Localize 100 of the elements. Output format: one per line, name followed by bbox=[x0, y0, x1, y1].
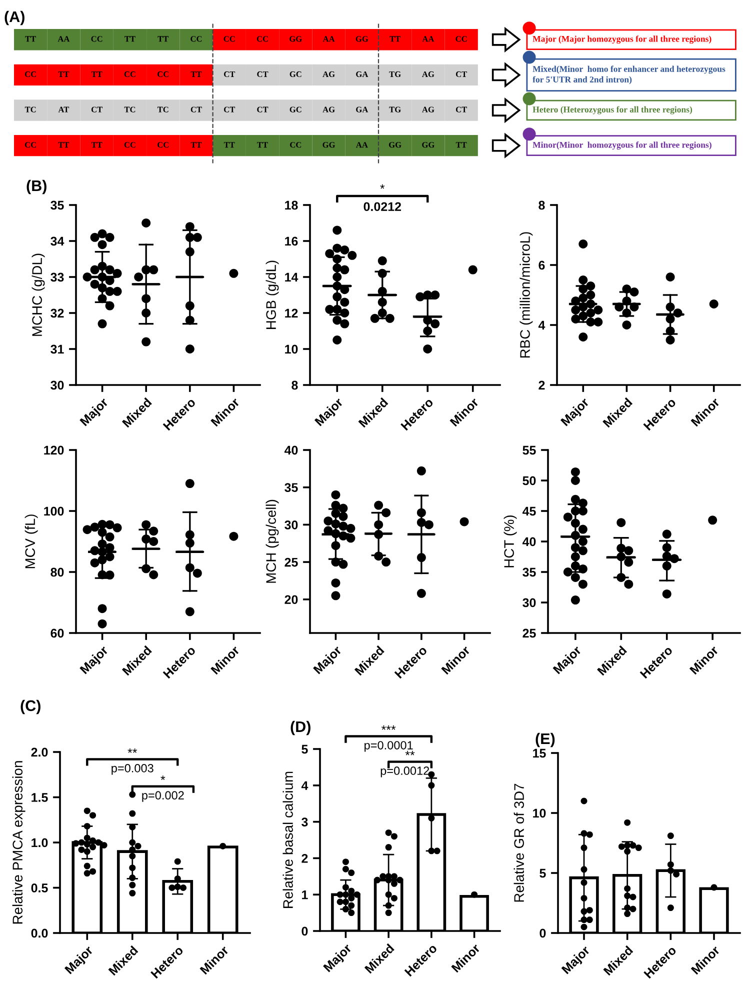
text: AG bbox=[322, 106, 335, 112]
y-tick-label: 55 bbox=[522, 446, 536, 455]
text: AA bbox=[322, 36, 335, 42]
y-tick-label: 1.5 bbox=[32, 793, 48, 802]
text: CC bbox=[124, 71, 136, 78]
annotation: p=0.003 bbox=[112, 764, 154, 775]
y-tick-label: 2 bbox=[302, 854, 308, 863]
text: TT bbox=[58, 71, 70, 77]
text: GG bbox=[388, 142, 402, 148]
annotation: 0.0212 bbox=[364, 202, 401, 212]
text: GG bbox=[322, 142, 336, 148]
annotation: ** bbox=[128, 748, 138, 753]
text: TT bbox=[390, 36, 400, 42]
y-tick-label: 34 bbox=[50, 236, 64, 246]
annotation: p=0.0012 bbox=[380, 766, 430, 778]
annotation: * bbox=[160, 776, 166, 780]
legend-label: Minor(Minor homozygous for all three regions) bbox=[532, 142, 712, 150]
annotation: ** bbox=[405, 750, 415, 756]
legend-label: Mixed(Minor homo for enhancer and heterozygous for 5'UTR and 2nd intron) bbox=[532, 66, 726, 84]
y-axis-title: Relative GR of 3D7 bbox=[514, 784, 524, 902]
text: CT bbox=[224, 71, 236, 78]
y-tick-label: 16 bbox=[285, 236, 298, 246]
y-tick-label: 40 bbox=[522, 537, 536, 546]
y-tick-label: 6 bbox=[538, 260, 545, 270]
text: TT bbox=[190, 142, 202, 148]
y-tick-label: 3 bbox=[302, 818, 308, 826]
y-tick-label: 18 bbox=[285, 200, 298, 210]
y-tick-label: 10 bbox=[285, 344, 298, 354]
text: * bbox=[380, 184, 385, 189]
text: *** bbox=[381, 725, 396, 730]
text: AA bbox=[422, 36, 434, 42]
text: TC bbox=[24, 106, 36, 112]
text: TT bbox=[58, 142, 70, 148]
text: TC bbox=[157, 106, 168, 112]
y-tick-label: 30 bbox=[284, 520, 298, 530]
text: CC bbox=[24, 142, 36, 148]
text: CC bbox=[224, 36, 235, 42]
text: CC bbox=[91, 36, 102, 42]
y-axis-title: Relative PMCA expression bbox=[12, 761, 26, 924]
text: CC bbox=[456, 36, 467, 42]
y-tick-label: 4 bbox=[301, 781, 308, 790]
y-tick-label: 0 bbox=[302, 926, 308, 936]
y-tick-label: 35 bbox=[284, 483, 298, 492]
y-tick-label: 8 bbox=[292, 380, 298, 390]
y-tick-label: 32 bbox=[50, 308, 64, 318]
y-axis-title: HCT (%) bbox=[504, 515, 517, 568]
y-tick-label: 5 bbox=[540, 868, 546, 878]
text: TC bbox=[124, 106, 136, 112]
chart-title: (D) bbox=[290, 720, 310, 736]
y-tick-label: 0.0 bbox=[31, 928, 48, 938]
text: TG bbox=[389, 71, 401, 78]
y-tick-label: 15 bbox=[533, 748, 546, 758]
y-axis-title: MCV (fL) bbox=[24, 514, 38, 568]
chart-title: (C) bbox=[20, 700, 40, 714]
chart-title: (E) bbox=[536, 732, 555, 748]
text: TT bbox=[257, 142, 268, 148]
y-tick-label: 35 bbox=[522, 568, 536, 577]
y-tick-label: 25 bbox=[284, 558, 298, 567]
y-tick-label: 45 bbox=[522, 506, 536, 516]
y-tick-label: 4 bbox=[538, 320, 546, 330]
y-tick-label: 2.0 bbox=[31, 748, 48, 757]
text: CC bbox=[190, 36, 202, 42]
text: AG bbox=[322, 71, 335, 78]
y-tick-label: 30 bbox=[522, 598, 536, 608]
text: AA bbox=[356, 142, 368, 148]
text: GG bbox=[422, 142, 434, 148]
text: CC bbox=[158, 71, 168, 78]
y-tick-label: 100 bbox=[44, 506, 64, 516]
text: CC bbox=[290, 142, 302, 148]
text: TG bbox=[389, 106, 401, 112]
y-axis-title: RBC (million/microL) bbox=[520, 232, 533, 358]
y-tick-label: 1 bbox=[302, 890, 308, 900]
legend-label: Major (Major homozygous for all three regions) bbox=[532, 36, 712, 44]
text: GC bbox=[290, 71, 302, 78]
text: GC bbox=[290, 106, 302, 112]
y-axis-title: HGB (g/dL) bbox=[266, 260, 279, 329]
text: CT bbox=[456, 71, 468, 78]
text: CC bbox=[24, 71, 36, 78]
text: TT bbox=[190, 71, 202, 77]
text: CT bbox=[91, 106, 103, 112]
y-axis-title: MCH (pg/cell) bbox=[266, 500, 279, 583]
y-tick-label: 8 bbox=[538, 200, 545, 210]
text: TT bbox=[91, 71, 102, 77]
text: CC bbox=[124, 142, 136, 148]
y-tick-label: 10 bbox=[533, 808, 546, 818]
text: CT bbox=[224, 106, 236, 112]
y-tick-label: 80 bbox=[50, 568, 64, 577]
chart-title: (B) bbox=[26, 180, 46, 194]
annotation: p=0.002 bbox=[142, 791, 184, 802]
text: CT bbox=[190, 106, 202, 112]
y-tick-label: 30 bbox=[50, 380, 64, 390]
text: (A) bbox=[4, 10, 24, 26]
y-tick-label: 1.0 bbox=[32, 838, 48, 848]
annotation: p=0.0001 bbox=[364, 741, 413, 752]
text: AG bbox=[422, 71, 434, 78]
y-tick-label: 31 bbox=[50, 344, 64, 354]
y-tick-label: 14 bbox=[285, 272, 298, 282]
text: TT bbox=[91, 142, 102, 148]
text: TT bbox=[124, 36, 136, 42]
y-tick-label: 0.5 bbox=[31, 884, 48, 892]
